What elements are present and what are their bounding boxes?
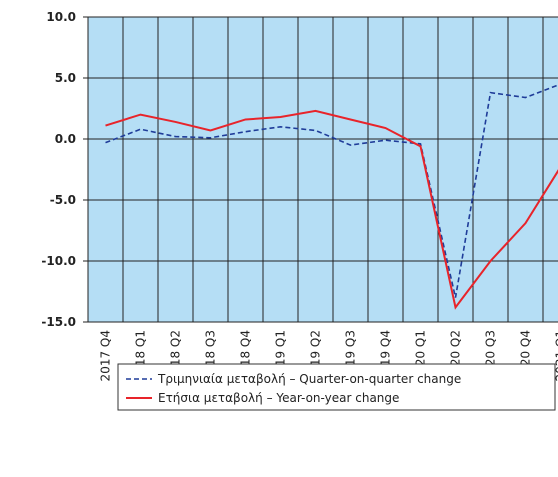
legend-label: Ετήσια μεταβολή – Year-on-year change [158,391,399,405]
y-tick-label: -10.0 [41,254,76,268]
y-tick-label: -15.0 [41,315,76,329]
y-tick-label: 0.0 [55,132,76,146]
y-tick-label: 5.0 [55,71,76,85]
y-tick-label: 10.0 [46,10,76,24]
legend-label: Τριμηνιαία μεταβολή – Quarter-on-quarter… [157,372,461,386]
y-tick-label: -5.0 [50,193,76,207]
x-tick-label: 2017 Q4 [99,330,113,381]
plot-area [88,17,558,322]
